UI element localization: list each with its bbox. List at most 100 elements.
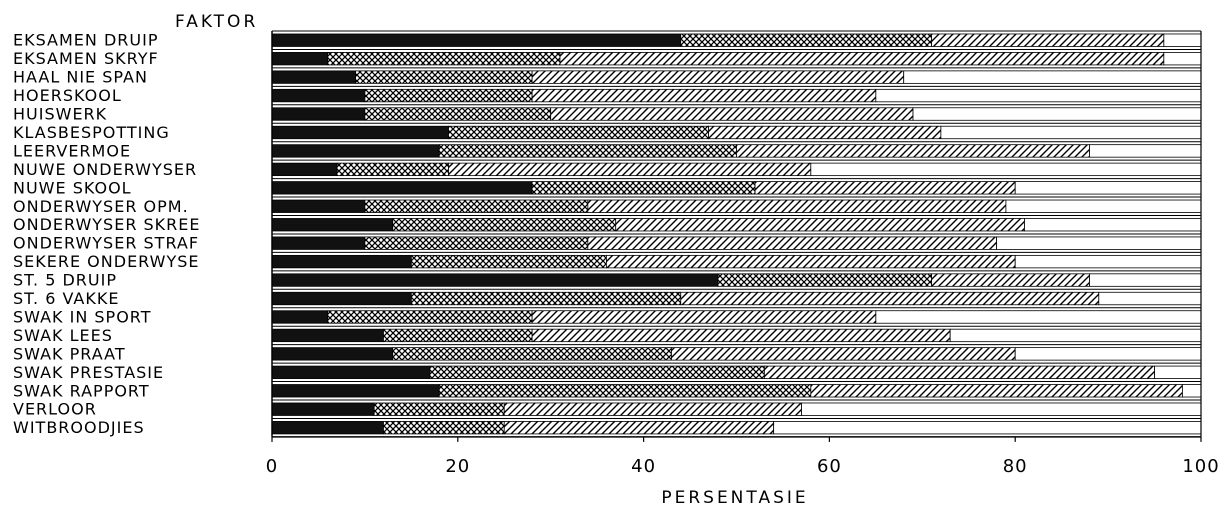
x-tick-label: 100	[1182, 456, 1219, 477]
bar-segment-3	[550, 107, 914, 121]
bar-segment-1	[271, 125, 449, 140]
bar-segment-4	[773, 421, 1202, 435]
bar-segment-2	[364, 199, 589, 213]
bar-segment-3	[754, 181, 1016, 195]
bar-segment-1	[271, 291, 412, 306]
category-label: EKSAMEN DRUIP	[13, 31, 158, 50]
bar-segment-3	[680, 291, 1100, 306]
bar-segment-2	[392, 347, 672, 361]
bar-segment-2	[336, 162, 449, 177]
bar-segment-2	[410, 291, 682, 306]
x-tick-label: 20	[445, 456, 470, 477]
bar-segment-1	[271, 421, 384, 435]
bar-segment-2	[364, 88, 533, 103]
bar-segment-1	[271, 52, 329, 66]
bar-segment-2	[448, 125, 710, 140]
bar-segment-4	[1024, 218, 1202, 232]
bar-segment-1	[271, 365, 431, 379]
bar-segment-2	[383, 421, 505, 435]
bar-segment-2	[438, 144, 737, 158]
bar-segment-3	[736, 144, 1090, 158]
bar-segment-2	[373, 402, 505, 416]
bar-segment-3	[503, 402, 802, 416]
bar-segment-4	[1163, 52, 1202, 66]
x-tick-label: 0	[266, 456, 278, 477]
bar-segment-4	[1005, 199, 1202, 213]
bar-segment-4	[1098, 291, 1202, 306]
bar-segment-1	[271, 218, 394, 232]
category-label: SWAK PRAAT	[13, 344, 126, 363]
bar-segment-3	[763, 365, 1155, 379]
category-label: KLASBESPOTTING	[13, 123, 170, 142]
bar-segment-2	[392, 218, 617, 232]
bar-segment-4	[875, 88, 1202, 103]
bar-segment-3	[531, 70, 905, 84]
bar-segment-2	[327, 310, 533, 324]
bar-segment-4	[996, 236, 1202, 250]
bar-segment-4	[940, 125, 1202, 140]
bar-segment-1	[271, 144, 440, 158]
bar-segment-4	[912, 107, 1202, 121]
bar-segment-4	[810, 162, 1202, 177]
bar-segment-1	[271, 162, 338, 177]
category-label: HUISWERK	[13, 105, 107, 124]
bar-segment-4	[1182, 384, 1202, 398]
bar-segment-1	[271, 236, 366, 250]
bar-segment-3	[531, 310, 877, 324]
category-label: VERLOOR	[13, 400, 97, 419]
bar-segment-1	[271, 328, 384, 343]
category-label: NUWE ONDERWYSER	[13, 160, 197, 179]
bar-segment-1	[271, 70, 357, 84]
bar-segment-1	[271, 88, 366, 103]
x-tick-label: 60	[817, 456, 842, 477]
bar-segment-2	[364, 236, 589, 250]
category-label: SWAK LEES	[13, 326, 113, 345]
category-label: ONDERWYSER SKREE	[13, 215, 201, 234]
bar-segment-2	[717, 273, 932, 287]
bar-segment-2	[429, 365, 765, 379]
category-label: ST. 5 DRUIP	[13, 271, 117, 290]
x-tick-label: 40	[631, 456, 656, 477]
category-label: ONDERWYSER OPM.	[13, 197, 189, 216]
bar-segment-3	[587, 199, 1007, 213]
bar-segment-1	[271, 254, 412, 269]
bar-segment-4	[1014, 347, 1202, 361]
bar-segment-4	[1089, 273, 1202, 287]
bar-segment-3	[531, 88, 877, 103]
bar-segment-3	[810, 384, 1183, 398]
bar-segment-3	[671, 347, 1016, 361]
bar-segment-1	[271, 384, 440, 398]
bar-segment-2	[680, 33, 932, 47]
x-tick-label: 80	[1003, 456, 1028, 477]
bar-segment-2	[327, 52, 561, 66]
bar-segment-1	[271, 347, 394, 361]
bar-segment-3	[931, 33, 1165, 47]
category-label: SWAK RAPPORT	[13, 381, 150, 400]
category-label: ONDERWYSER STRAF	[13, 234, 199, 253]
bar-segment-4	[1089, 144, 1202, 158]
bar-segment-1	[271, 199, 366, 213]
bar-segment-1	[271, 33, 682, 47]
bar-segment-3	[708, 125, 942, 140]
category-label: WITBROODJIES	[13, 418, 145, 437]
category-label: SWAK IN SPORT	[13, 307, 152, 326]
category-label: SEKERE ONDERWYSE	[13, 252, 200, 271]
bar-segment-1	[271, 181, 533, 195]
category-label: ST. 6 VAKKE	[13, 289, 119, 308]
bar-segment-1	[271, 273, 719, 287]
bar-segment-1	[271, 310, 329, 324]
bar-segment-3	[531, 328, 951, 343]
bar-segment-3	[559, 52, 1165, 66]
bar-segment-4	[1163, 33, 1202, 47]
bars-layer	[271, 30, 1202, 438]
category-label: EKSAMEN SKRYF	[13, 49, 159, 68]
bar-segment-1	[271, 107, 366, 121]
bar-segment-4	[1014, 181, 1202, 195]
bar-segment-2	[531, 181, 756, 195]
x-axis-title: PERSENTASIE	[661, 488, 808, 508]
bar-segment-4	[1154, 365, 1202, 379]
category-label: LEERVERMOE	[13, 141, 131, 160]
